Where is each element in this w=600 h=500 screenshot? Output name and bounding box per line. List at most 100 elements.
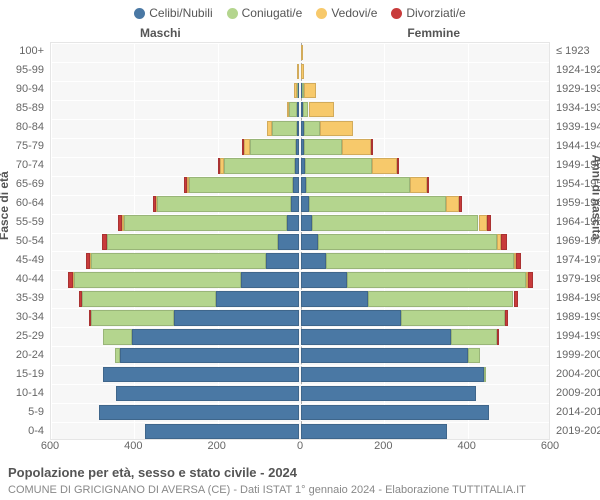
bar-seg-male (79, 291, 82, 307)
bar-seg-female (505, 310, 508, 326)
bar-seg-male (218, 158, 220, 174)
bar-seg-female (301, 367, 484, 383)
y-ticks-right: ≤ 19231924-19281929-19331934-19381939-19… (552, 42, 600, 440)
x-tick: 600 (541, 440, 559, 452)
bar-row (51, 405, 549, 421)
bar-seg-female (497, 329, 499, 345)
bar-row (51, 329, 549, 345)
bar-seg-male (278, 234, 299, 250)
y-ticks-left: 100+95-9990-9485-8980-8475-7970-7465-696… (0, 42, 48, 440)
population-pyramid-chart: Celibi/Nubili Coniugati/e Vedovi/e Divorzia… (0, 0, 600, 500)
bar-seg-male (118, 215, 122, 231)
bar-seg-male (82, 291, 215, 307)
bar-seg-female (301, 310, 401, 326)
bar-seg-male (220, 158, 224, 174)
bar-seg-male (68, 272, 73, 288)
y-tick-age: 90-94 (16, 83, 44, 95)
bar-seg-male (267, 121, 271, 137)
bar-seg-male (103, 367, 299, 383)
bar-row (51, 158, 549, 174)
y-tick-birth: 1934-1938 (556, 102, 600, 114)
bar-seg-male (289, 102, 297, 118)
bar-row (51, 121, 549, 137)
legend-item: Celibi/Nubili (134, 6, 212, 20)
legend-swatch (316, 8, 327, 19)
bar-seg-male (116, 386, 299, 402)
bar-seg-male (124, 215, 287, 231)
bar-seg-female (301, 196, 309, 212)
y-tick-age: 20-24 (16, 349, 44, 361)
bar-seg-male (107, 234, 278, 250)
bar-seg-female (301, 405, 489, 421)
legend-label: Vedovi/e (331, 6, 377, 20)
bar-seg-male (297, 64, 299, 80)
legend-swatch (391, 8, 402, 19)
bar-seg-male (91, 253, 266, 269)
bar-seg-female (501, 234, 507, 250)
bar-seg-female (484, 367, 486, 383)
bar-row (51, 272, 549, 288)
bar-seg-female (301, 215, 312, 231)
y-tick-birth: 1994-1998 (556, 330, 600, 342)
bar-seg-female (487, 215, 491, 231)
legend: Celibi/Nubili Coniugati/e Vedovi/e Divorzia… (0, 6, 600, 20)
y-tick-age: 45-49 (16, 254, 44, 266)
bar-seg-female (301, 291, 368, 307)
bar-seg-female (326, 253, 514, 269)
y-tick-birth: 1959-1963 (556, 197, 600, 209)
bar-seg-male (99, 405, 299, 421)
legend-label: Coniugati/e (242, 6, 303, 20)
bar-row (51, 45, 549, 61)
y-tick-birth: 1944-1948 (556, 140, 600, 152)
bar-seg-female (347, 272, 526, 288)
bar-seg-female (304, 83, 317, 99)
plot-area (50, 42, 550, 440)
bars-container (51, 43, 549, 439)
bar-row (51, 367, 549, 383)
bar-row (51, 234, 549, 250)
bar-seg-female (342, 139, 371, 155)
y-tick-birth: 2019-2023 (556, 425, 600, 437)
bar-seg-male (287, 102, 290, 118)
y-tick-age: 70-74 (16, 159, 44, 171)
bar-seg-female (301, 348, 468, 364)
bar-row (51, 177, 549, 193)
y-tick-birth: 1954-1958 (556, 178, 600, 190)
bar-seg-female (479, 215, 487, 231)
bar-seg-male (287, 215, 300, 231)
y-tick-birth: 2014-2018 (556, 406, 600, 418)
label-males: Maschi (140, 26, 181, 40)
y-tick-birth: 1924-1928 (556, 64, 600, 76)
bar-row (51, 64, 549, 80)
y-tick-age: 55-59 (16, 216, 44, 228)
legend-label: Celibi/Nubili (149, 6, 212, 20)
bar-row (51, 386, 549, 402)
y-tick-age: 35-39 (16, 292, 44, 304)
bar-seg-male (242, 139, 244, 155)
x-tick: 400 (124, 440, 142, 452)
bar-row (51, 215, 549, 231)
bar-seg-male (296, 139, 299, 155)
x-tick: 600 (41, 440, 59, 452)
bar-seg-female (304, 121, 321, 137)
bar-seg-female (427, 177, 430, 193)
bar-row (51, 83, 549, 99)
bar-row (51, 348, 549, 364)
y-tick-birth: 1949-1953 (556, 159, 600, 171)
legend-swatch (227, 8, 238, 19)
bar-seg-female (514, 291, 518, 307)
y-tick-age: 100+ (19, 45, 44, 57)
bar-row (51, 424, 549, 440)
y-tick-birth: ≤ 1923 (556, 45, 590, 57)
y-tick-birth: 1939-1943 (556, 121, 600, 133)
chart-title: Popolazione per età, sesso e stato civil… (8, 465, 297, 480)
bar-seg-female (401, 310, 505, 326)
legend-swatch (134, 8, 145, 19)
legend-item: Divorziati/e (391, 6, 465, 20)
legend-item: Vedovi/e (316, 6, 377, 20)
bar-row (51, 102, 549, 118)
bar-seg-male (297, 121, 300, 137)
bar-seg-female (301, 64, 304, 80)
bar-seg-female (301, 253, 326, 269)
bar-seg-female (304, 139, 342, 155)
